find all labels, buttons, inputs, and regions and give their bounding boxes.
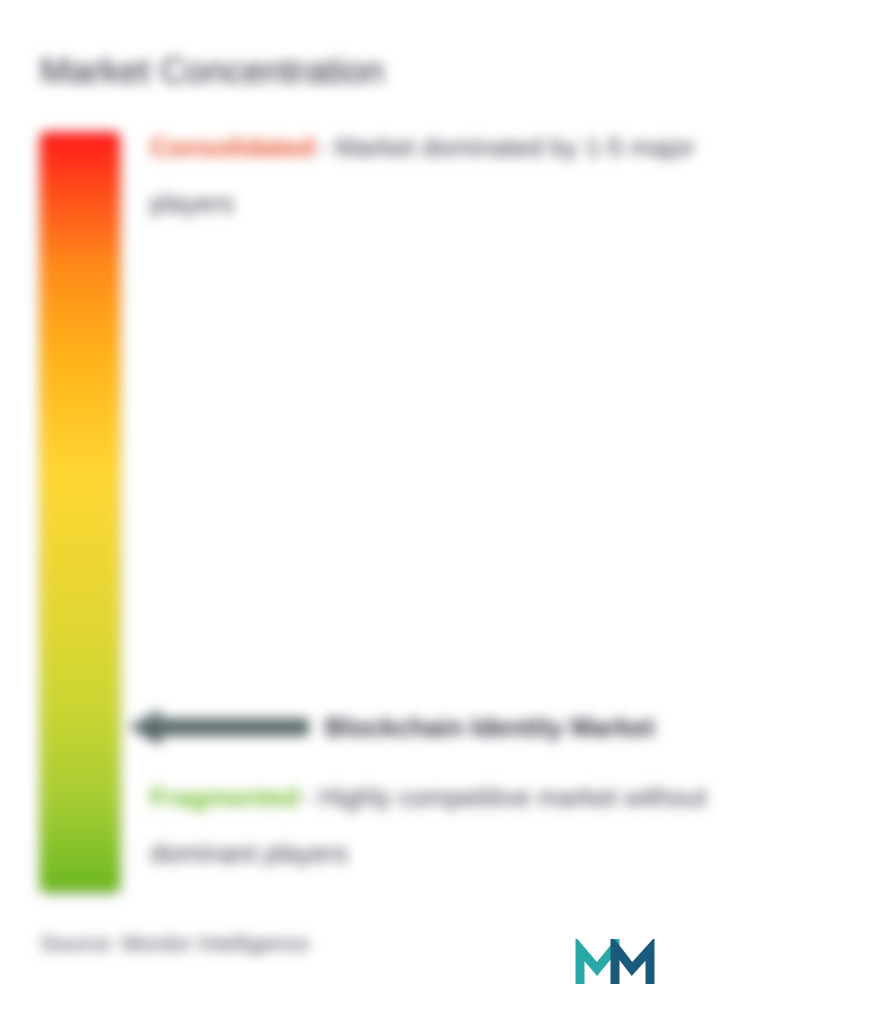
- consolidated-section: Consolidated - Market dominated by 1-5 m…: [150, 132, 695, 219]
- consolidated-label: Consolidated: [150, 132, 315, 162]
- fragmented-desc-1: - Highly competitive market without: [303, 782, 706, 812]
- fragmented-section: Fragmented - Highly competitive market w…: [150, 782, 706, 869]
- market-position-arrow: Blockchain Identity Market: [130, 707, 654, 747]
- concentration-gradient-bar: [40, 132, 120, 892]
- consolidated-desc-1: - Market dominated by 1-5 major: [319, 132, 695, 162]
- arrow-left-icon: [130, 707, 310, 747]
- source-attribution: Source: Mordor Intelligence: [40, 931, 309, 957]
- fragmented-desc-2: dominant players: [150, 838, 706, 869]
- fragmented-label: Fragmented: [150, 782, 299, 812]
- market-name-label: Blockchain Identity Market: [325, 712, 654, 743]
- page-title: Market Concentration: [40, 50, 845, 92]
- main-content: Consolidated - Market dominated by 1-5 m…: [40, 132, 845, 892]
- mordor-logo-icon: [575, 939, 655, 989]
- consolidated-desc-2: players: [150, 188, 695, 219]
- text-area: Consolidated - Market dominated by 1-5 m…: [150, 132, 845, 892]
